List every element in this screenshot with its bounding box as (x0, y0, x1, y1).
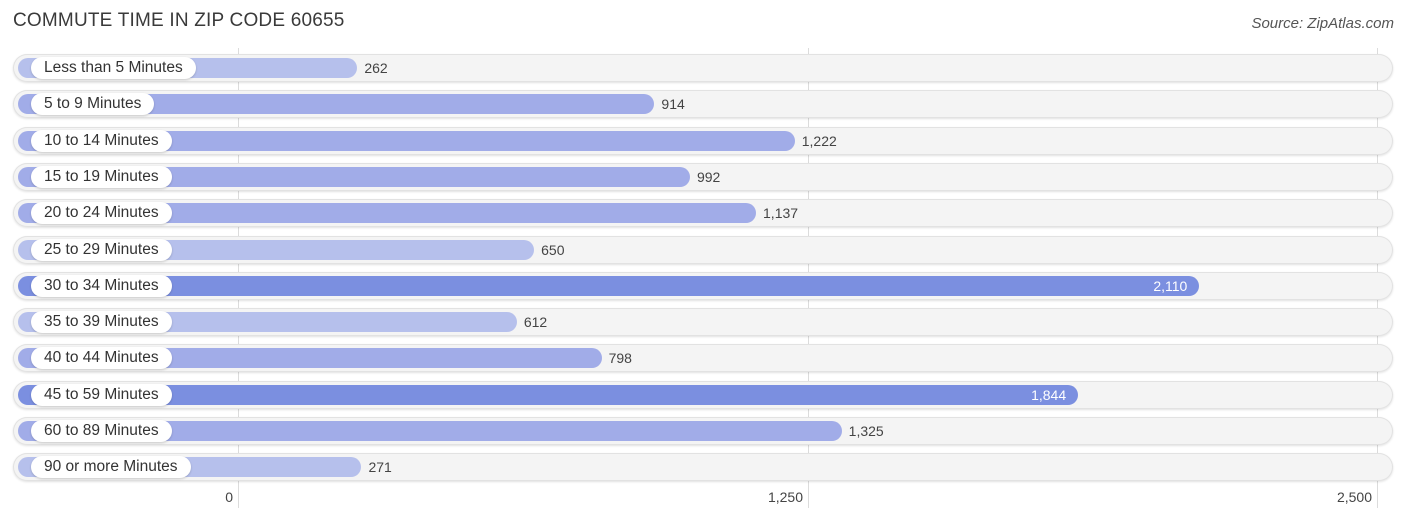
bar[interactable] (18, 130, 795, 151)
bar-row: 10 to 14 Minutes 1,222 (13, 126, 1393, 155)
x-tick-label: 2,500 (1336, 489, 1372, 505)
category-label: 20 to 24 Minutes (31, 202, 172, 225)
value-label: 271 (368, 459, 392, 476)
category-label: 15 to 19 Minutes (31, 165, 172, 188)
bar-row: 40 to 44 Minutes 798 (13, 344, 1393, 373)
source-attribution: Source: ZipAtlas.com (1251, 15, 1394, 32)
value-label: 1,844 (1031, 386, 1067, 403)
category-label: 35 to 39 Minutes (31, 311, 172, 334)
bar[interactable] (18, 166, 690, 187)
bar-row: 20 to 24 Minutes 1,137 (13, 199, 1393, 228)
category-label: 30 to 34 Minutes (31, 274, 172, 297)
bar-row: 90 or more Minutes 271 (13, 453, 1393, 482)
category-label: Less than 5 Minutes (31, 57, 196, 79)
bar[interactable] (18, 275, 1200, 296)
category-label: 40 to 44 Minutes (31, 347, 172, 370)
value-label: 798 (608, 350, 632, 367)
value-label: 914 (661, 96, 685, 113)
category-label: 90 or more Minutes (31, 456, 191, 479)
value-label: 992 (696, 168, 721, 185)
category-label: 10 to 14 Minutes (31, 129, 172, 152)
bar-row: 25 to 29 Minutes 650 (13, 235, 1393, 264)
bar[interactable] (18, 421, 842, 441)
bar[interactable] (18, 203, 757, 224)
bar[interactable] (18, 384, 1079, 405)
value-label: 1,325 (848, 423, 884, 439)
value-label: 1,137 (763, 205, 799, 222)
bar-row: 5 to 9 Minutes 914 (13, 90, 1393, 119)
value-label: 2,110 (1153, 277, 1188, 294)
bar-row: 45 to 59 Minutes 1,844 (13, 380, 1393, 409)
category-label: 60 to 89 Minutes (31, 420, 172, 442)
x-tick-label: 0 (225, 489, 233, 505)
bar-row: 30 to 34 Minutes 2,110 (13, 271, 1393, 300)
value-label: 650 (541, 241, 565, 258)
category-label: 25 to 29 Minutes (31, 238, 172, 261)
bar[interactable] (18, 94, 655, 115)
bar-row: 15 to 19 Minutes 992 (13, 162, 1393, 191)
value-label: 612 (523, 314, 548, 331)
category-label: 45 to 59 Minutes (31, 383, 172, 406)
x-tick-label: 1,250 (767, 489, 803, 505)
bar-row: 35 to 39 Minutes 612 (13, 308, 1393, 337)
chart-title: COMMUTE TIME IN ZIP CODE 60655 (13, 10, 345, 31)
bar-row: 60 to 89 Minutes 1,325 (13, 417, 1393, 445)
value-label: 1,222 (801, 132, 837, 149)
bar-row: Less than 5 Minutes 262 (13, 54, 1393, 82)
value-label: 262 (364, 60, 388, 76)
category-label: 5 to 9 Minutes (31, 93, 155, 116)
